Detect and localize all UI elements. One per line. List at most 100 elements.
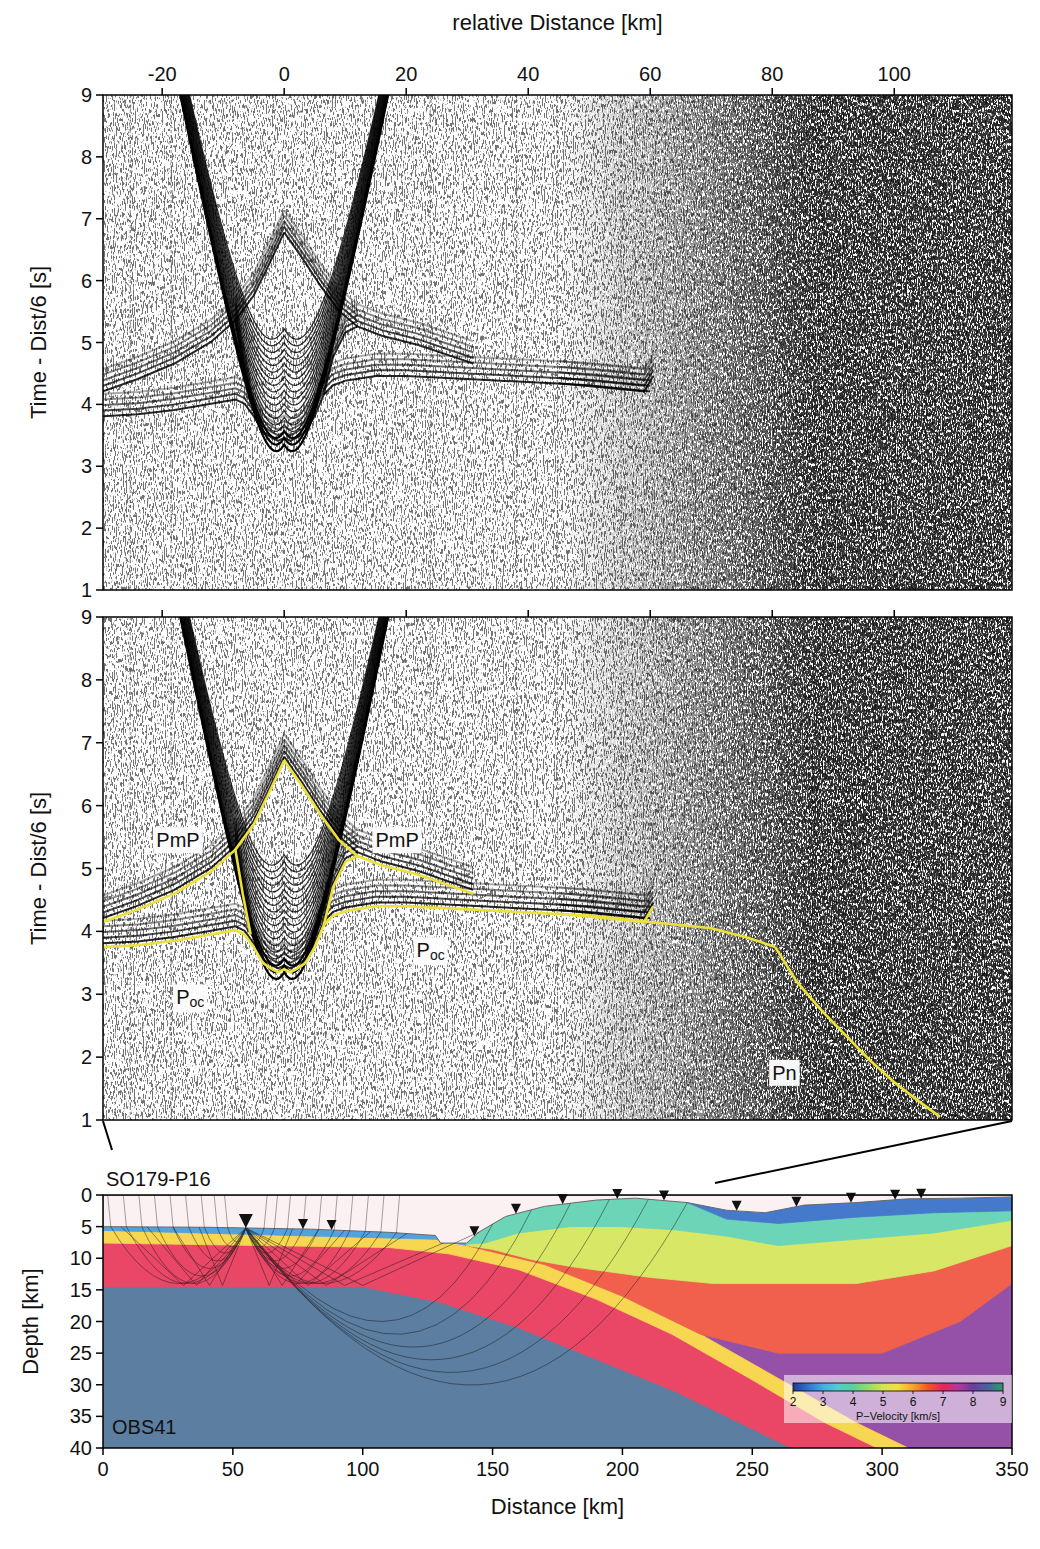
y-tick-label: 6 <box>81 270 92 292</box>
y-tick-label: 1 <box>81 1109 92 1131</box>
plot-area <box>103 617 1012 1120</box>
x-tick-label: 300 <box>865 1458 898 1480</box>
seismic-texture <box>138 617 431 878</box>
y-tick-label: 3 <box>81 983 92 1005</box>
x-tick <box>1011 1448 1013 1455</box>
seismic-texture <box>775 503 940 590</box>
seismic-texture <box>103 221 284 380</box>
ray <box>246 1210 532 1335</box>
seismic-texture <box>775 236 940 403</box>
y-tick <box>96 94 103 96</box>
seismic-texture <box>775 625 940 795</box>
seismic-texture <box>775 269 940 436</box>
ray <box>173 1227 246 1268</box>
seismic-texture <box>775 95 940 153</box>
seismic-texture <box>345 354 650 369</box>
station <box>511 1204 521 1214</box>
x-tick <box>894 88 896 95</box>
y-tick <box>96 931 103 933</box>
label-patch <box>414 937 448 965</box>
y-tick-label: 30 <box>70 1374 92 1396</box>
seismic-texture <box>775 726 940 896</box>
seismic-texture <box>775 777 940 947</box>
seismic-texture <box>775 303 940 470</box>
seismic-texture <box>775 403 940 570</box>
y-tick <box>96 466 103 468</box>
x-tick-label: -20 <box>148 63 177 85</box>
x-tick <box>752 1448 754 1455</box>
y-tick-label: 3 <box>81 455 92 477</box>
y-tick <box>96 218 103 220</box>
ray <box>201 1195 204 1227</box>
y-tick <box>96 1056 103 1058</box>
y-tick-label: 6 <box>81 795 92 817</box>
x-tick <box>527 610 529 617</box>
seismic-texture <box>284 216 473 347</box>
rays <box>108 1195 688 1385</box>
colorbar-tick <box>823 1391 824 1394</box>
seismic-texture <box>775 913 940 1083</box>
y-axis-title: Time - Dist/6 [s] <box>26 266 51 419</box>
y-tick-label: 2 <box>81 1046 92 1068</box>
seismic-texture <box>103 891 345 952</box>
colorbar-title: P−Velocity [km/s] <box>856 1410 940 1422</box>
seismic-texture <box>559 354 654 369</box>
seismic-texture <box>775 617 940 675</box>
seismic-texture <box>103 359 345 419</box>
ray <box>108 1195 111 1227</box>
seismic-texture <box>775 253 940 420</box>
seismic-texture <box>345 359 650 374</box>
seismic-texture <box>775 286 940 453</box>
phase-label: PmP <box>375 829 418 851</box>
seismic-texture <box>775 95 940 219</box>
pick-line <box>103 760 284 922</box>
trace-stripe <box>557 617 558 1120</box>
x-tick <box>649 610 651 617</box>
connector <box>103 1121 112 1150</box>
ray <box>396 1195 399 1233</box>
colorbar-patch <box>784 1375 1012 1423</box>
y-tick <box>96 1119 103 1121</box>
seismic-texture <box>775 95 940 169</box>
y-tick <box>96 342 103 344</box>
y-tick <box>96 1384 103 1386</box>
colorbar-tick-label: 8 <box>970 1395 977 1409</box>
y-tick-label: 9 <box>81 606 92 628</box>
seismic-texture <box>235 298 250 382</box>
seismic-texture <box>775 520 940 590</box>
trace-stripe <box>621 617 622 1120</box>
colorbar-tick-label: 5 <box>880 1395 887 1409</box>
colorbar-tick <box>913 1391 914 1394</box>
ray <box>154 1195 157 1227</box>
y-tick <box>96 1258 103 1260</box>
x-tick <box>283 88 285 95</box>
ray <box>225 1195 228 1228</box>
phase-label: PmP <box>156 829 199 851</box>
ray <box>246 1228 381 1284</box>
seismic-texture <box>775 95 940 136</box>
seismic-texture <box>324 304 358 372</box>
y-tick <box>96 868 103 870</box>
seismic-texture <box>103 227 284 386</box>
seismic-texture <box>775 370 940 537</box>
seismic-texture <box>775 153 940 320</box>
x-axis-title: relative Distance [km] <box>452 10 662 35</box>
x-tick-label: 50 <box>222 1458 244 1480</box>
pick-line <box>103 911 345 972</box>
picks <box>103 760 940 1117</box>
colorbar-tick <box>973 1391 974 1394</box>
label-patch <box>173 984 207 1012</box>
model-title: SO179-P16 <box>106 1168 211 1190</box>
pick-line <box>284 760 473 893</box>
x-tick <box>405 610 407 617</box>
x-tick-label: 40 <box>517 63 539 85</box>
y-tick-label: 7 <box>81 732 92 754</box>
seismic-texture <box>775 420 940 587</box>
seismic-texture <box>775 998 940 1120</box>
seismic-texture <box>775 642 940 812</box>
seismic-texture <box>775 845 940 1015</box>
ray <box>186 1195 189 1227</box>
seismic-texture <box>345 885 650 901</box>
y-tick <box>96 994 103 996</box>
trace-stripe <box>557 95 558 590</box>
